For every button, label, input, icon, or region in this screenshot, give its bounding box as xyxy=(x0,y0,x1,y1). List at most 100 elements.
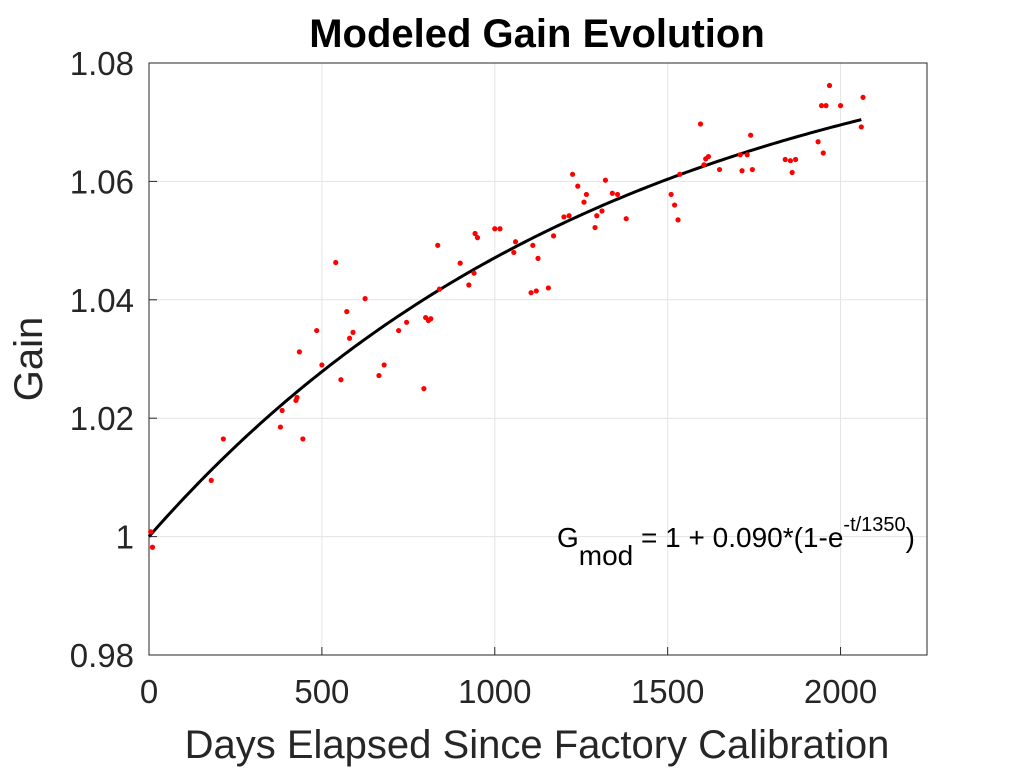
data-point xyxy=(701,162,707,168)
data-point xyxy=(376,372,382,379)
data-point xyxy=(346,335,353,341)
data-point xyxy=(860,94,866,100)
data-point xyxy=(474,235,481,241)
data-point xyxy=(837,103,844,109)
data-point xyxy=(528,290,534,296)
data-point xyxy=(535,255,541,261)
chart-title: Modeled Gain Evolution xyxy=(309,12,765,56)
data-point xyxy=(396,327,402,334)
x-axis-label: Days Elapsed Since Factory Calibration xyxy=(185,723,890,767)
data-point xyxy=(148,529,154,535)
data-point xyxy=(314,327,320,334)
data-point xyxy=(436,286,443,292)
x-tick-label: 0 xyxy=(140,673,158,710)
data-point xyxy=(530,242,536,248)
data-point xyxy=(511,249,517,256)
data-point xyxy=(602,177,609,183)
model-curve xyxy=(147,118,862,538)
data-point xyxy=(296,349,303,355)
data-point xyxy=(472,230,478,237)
data-point xyxy=(566,213,572,219)
y-tick-label: 1.04 xyxy=(70,282,134,319)
data-point xyxy=(823,103,829,109)
data-point xyxy=(208,477,214,483)
y-axis-label: Gain xyxy=(7,317,51,402)
data-point xyxy=(749,166,755,173)
data-point xyxy=(404,319,410,325)
x-axis: 0 500 1000 1500 2000 xyxy=(140,647,877,710)
annotation-subscript: mod xyxy=(579,540,633,571)
data-point xyxy=(471,270,477,276)
x-tick-label: 500 xyxy=(294,673,349,710)
data-point xyxy=(826,82,833,89)
data-point xyxy=(569,171,576,177)
data-point xyxy=(748,132,754,138)
data-point xyxy=(739,168,745,174)
data-point xyxy=(550,233,557,239)
data-point xyxy=(533,288,539,294)
data-point xyxy=(583,191,590,198)
y-axis: 0.98 1 1.02 1.04 1.06 1.08 xyxy=(70,45,157,674)
data-point xyxy=(858,124,864,130)
annotation-middle: = 1 + 0.090*(1-e xyxy=(633,522,843,553)
plot-area-frame xyxy=(148,62,928,656)
data-point xyxy=(545,285,551,291)
data-point xyxy=(744,152,750,158)
data-point xyxy=(737,152,743,158)
annotation-end: ) xyxy=(906,522,915,553)
data-point xyxy=(599,208,605,214)
data-point xyxy=(705,153,712,160)
data-point xyxy=(820,150,826,156)
data-point xyxy=(457,260,463,266)
data-point xyxy=(614,191,621,198)
data-point xyxy=(668,191,674,198)
data-point xyxy=(428,316,434,322)
data-point xyxy=(492,226,498,232)
data-point xyxy=(815,139,821,145)
y-tick-label: 1.08 xyxy=(70,45,134,82)
x-tick-label: 1500 xyxy=(631,673,704,710)
annotation-superscript: -t/1350 xyxy=(843,514,905,536)
data-point xyxy=(421,386,427,392)
data-point xyxy=(362,296,368,302)
data-point xyxy=(338,377,344,383)
y-tick-label: 1 xyxy=(116,519,134,556)
y-tick-label: 1.02 xyxy=(70,400,134,437)
data-point xyxy=(671,202,678,208)
data-point xyxy=(818,103,825,109)
data-point xyxy=(279,407,285,414)
y-tick-label: 1.06 xyxy=(70,163,134,200)
data-point xyxy=(435,242,441,248)
data-point xyxy=(512,239,519,245)
data-point xyxy=(592,224,598,231)
data-point xyxy=(466,282,472,288)
data-point xyxy=(609,190,615,196)
data-point xyxy=(697,121,704,127)
data-point xyxy=(344,309,350,315)
data-point xyxy=(294,394,300,401)
data-point xyxy=(677,171,683,177)
data-point xyxy=(782,156,788,163)
annotation-base: G xyxy=(557,522,579,553)
data-point xyxy=(300,436,306,442)
data-point xyxy=(561,214,567,220)
data-point xyxy=(787,158,794,164)
data-point xyxy=(350,329,356,335)
x-tick-label: 2000 xyxy=(804,673,877,710)
data-point xyxy=(716,166,723,173)
data-point xyxy=(497,226,503,232)
data-point xyxy=(319,362,325,368)
data-point xyxy=(581,199,587,205)
model-annotation: Gmod = 1 + 0.090*(1-e-t/1350) xyxy=(557,514,915,571)
data-point xyxy=(575,183,581,189)
data-point xyxy=(333,259,339,266)
x-tick-label: 1000 xyxy=(458,673,531,710)
data-point xyxy=(789,169,795,176)
y-tick-label: 0.98 xyxy=(70,637,134,674)
data-point xyxy=(594,213,600,219)
data-point xyxy=(277,424,283,430)
data-point xyxy=(793,156,799,163)
data-point xyxy=(381,362,387,368)
data-point xyxy=(675,217,681,223)
